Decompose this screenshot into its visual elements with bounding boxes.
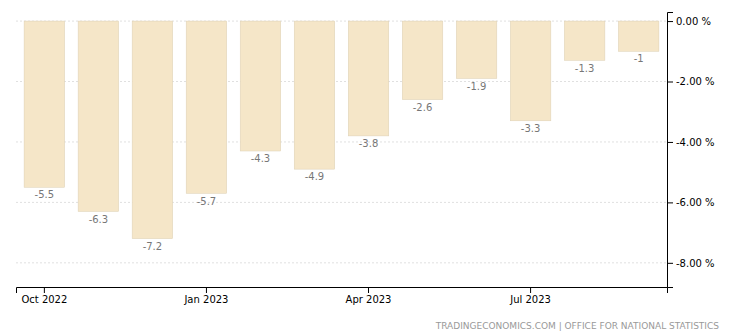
bar [186, 21, 227, 193]
bar [456, 21, 497, 78]
bar [402, 21, 443, 100]
data-label: -4.3 [251, 153, 271, 164]
x-tick-label: Apr 2023 [346, 294, 392, 305]
data-label: -3.8 [359, 138, 379, 149]
bar [564, 21, 605, 60]
y-tick: -2.00 % [667, 76, 715, 87]
bar [132, 21, 173, 239]
y-tick: -8.00 % [667, 258, 715, 269]
bar [294, 21, 335, 169]
x-axis-line [17, 288, 668, 294]
y-tick-label: -6.00 % [676, 197, 715, 208]
footer: TRADINGECONOMICS.COM | OFFICE FOR NATION… [435, 321, 720, 331]
data-label: -4.9 [305, 171, 325, 182]
x-tick-mark [206, 287, 207, 293]
y-tick-label: -8.00 % [676, 258, 715, 269]
x-tick-mark [44, 287, 45, 293]
y-tick-mark [667, 82, 673, 83]
bars [24, 21, 659, 239]
data-labels: -5.5 -6.3 -7.2 -5.7 -4.3 -4.9 -3.8 -2.6 -1.9 -3.3… [35, 53, 644, 251]
bar [78, 21, 119, 211]
x-axis: Oct 2022 Jan 2023 Apr 2023 Jul 2023 [17, 287, 668, 305]
data-label: -5.7 [197, 196, 217, 207]
grid-line [16, 262, 667, 263]
data-label: -1 [634, 53, 644, 64]
y-tick: -4.00 % [667, 137, 715, 148]
y-tick: 0.00 % [667, 16, 711, 27]
x-tick-label: Jul 2023 [509, 294, 551, 305]
x-tick-label: Jan 2023 [183, 294, 228, 305]
x-tick-mark [530, 287, 531, 293]
bar [24, 21, 65, 187]
y-tick-mark [667, 202, 673, 203]
bar [510, 21, 551, 121]
y-axis-line [668, 13, 674, 288]
x-tick: Apr 2023 [346, 287, 392, 305]
bar [240, 21, 281, 151]
data-label: -2.6 [413, 102, 433, 113]
data-label: -7.2 [143, 241, 163, 252]
y-tick: -6.00 % [667, 197, 715, 208]
bar [348, 21, 389, 136]
data-label: -5.5 [35, 189, 55, 200]
x-tick: Jul 2023 [509, 287, 551, 305]
x-tick: Oct 2022 [21, 287, 67, 305]
y-tick-mark [667, 142, 673, 143]
data-label: -1.3 [575, 63, 595, 74]
y-tick-label: -2.00 % [676, 76, 715, 87]
y-tick-mark [667, 21, 673, 22]
y-tick-label: 0.00 % [676, 16, 711, 27]
y-tick-label: -4.00 % [676, 137, 715, 148]
y-axis: 0.00 % -2.00 % -4.00 % -6.00 % -8.00 % [667, 13, 715, 288]
data-label: -3.3 [521, 123, 541, 134]
plot: -5.5 -6.3 -7.2 -5.7 -4.3 -4.9 -3.8 -2.6 -1.9 -3.3… [16, 13, 715, 306]
grid [16, 21, 667, 263]
data-label: -1.9 [467, 81, 487, 92]
x-tick-label: Oct 2022 [21, 294, 67, 305]
x-tick: Jan 2023 [183, 287, 228, 305]
x-tick-mark [368, 287, 369, 293]
bar [618, 21, 659, 51]
y-tick-mark [667, 263, 673, 264]
data-label: -6.3 [89, 214, 109, 225]
chart: -5.5 -6.3 -7.2 -5.7 -4.3 -4.9 -3.8 -2.6 -1.9 -3.3… [0, 0, 729, 335]
